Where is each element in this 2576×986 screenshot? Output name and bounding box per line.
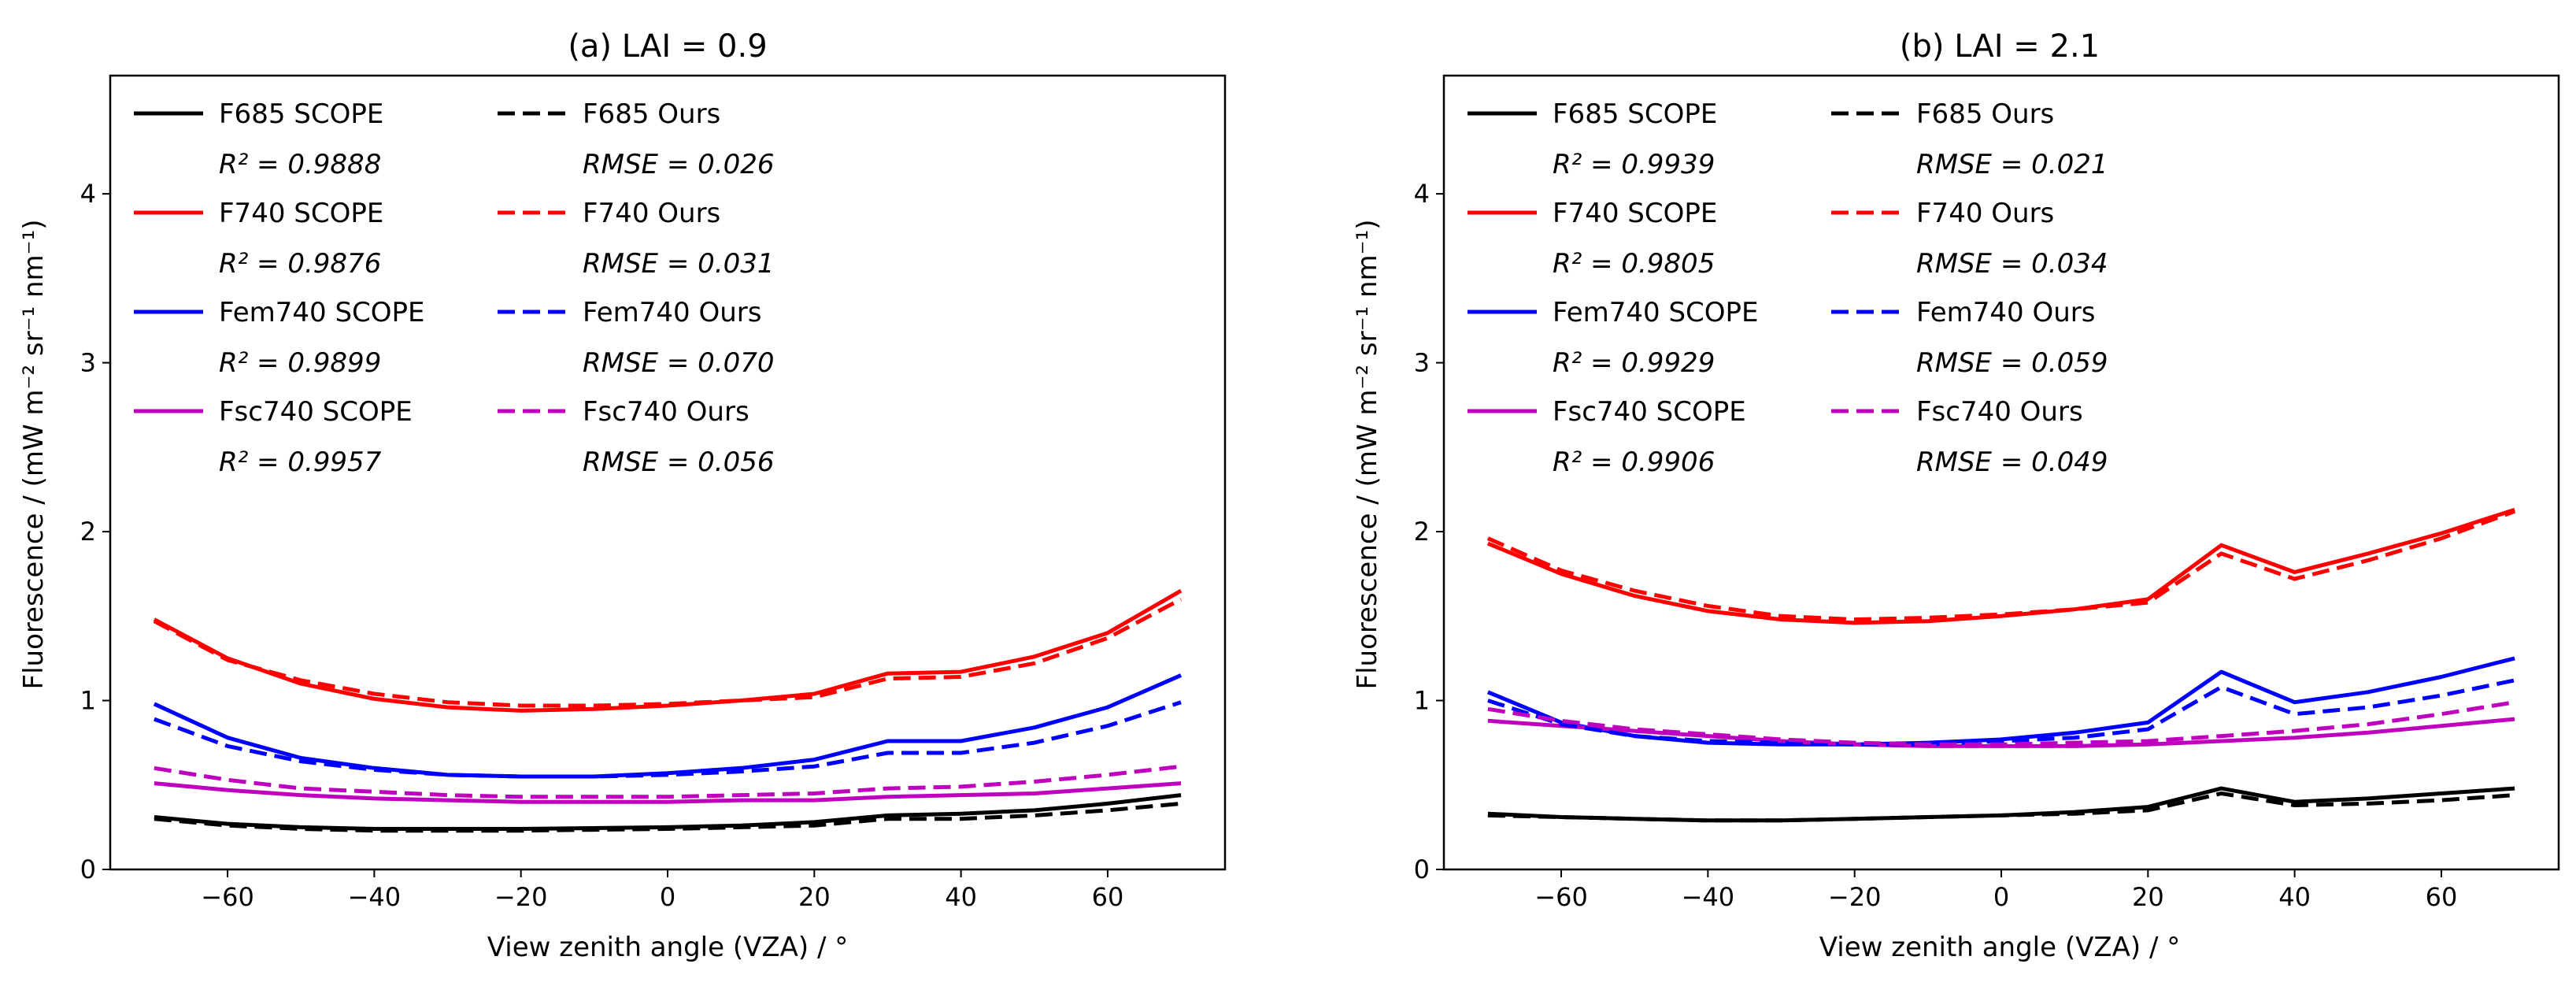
- panel-b-frame: [1442, 74, 2560, 871]
- x-tick-label: 0: [660, 882, 675, 912]
- y-tick-label: 4: [80, 179, 96, 209]
- legend-label: Fem740 SCOPE: [219, 297, 425, 328]
- legend-stat: R² = 0.9876: [219, 248, 381, 280]
- legend-label: Fem740 SCOPE: [1553, 297, 1759, 328]
- legend-label: F685 SCOPE: [219, 98, 383, 130]
- legend-label: F685 SCOPE: [1553, 98, 1717, 130]
- legend-stat: RMSE = 0.026: [583, 149, 774, 180]
- legend-stat: RMSE = 0.034: [1916, 248, 2108, 280]
- y-tick-label: 0: [1414, 854, 1430, 884]
- y-tick-label: 4: [1414, 179, 1430, 209]
- legend-label: F740 Ours: [583, 198, 720, 229]
- legend-label: F685 Ours: [1916, 98, 2054, 130]
- legend-label: Fsc740 SCOPE: [1553, 396, 1746, 428]
- series-line-fem740-ours: [1487, 678, 2515, 747]
- x-tick-label: 20: [2132, 882, 2164, 912]
- x-tick-label: 40: [945, 882, 977, 912]
- legend-label: F740 SCOPE: [219, 198, 383, 229]
- legend-stat: RMSE = 0.049: [1916, 447, 2108, 478]
- legend-stat: RMSE = 0.059: [1916, 347, 2108, 379]
- x-tick-label: 20: [798, 882, 831, 912]
- x-tick-label: 40: [2278, 882, 2311, 912]
- panel-a-frame: [109, 74, 1227, 871]
- panel-b-xlabel: View zenith angle (VZA) / °: [1819, 932, 2181, 963]
- legend-label: F740 SCOPE: [1553, 198, 1717, 229]
- panel-b-lines: [1486, 507, 2515, 823]
- y-tick-label: 2: [1414, 517, 1430, 547]
- legend-stat: R² = 0.9939: [1553, 149, 1715, 180]
- series-line-f740-scope: [153, 588, 1183, 713]
- legend-stat: R² = 0.9805: [1553, 248, 1715, 280]
- panel-b: (b) LAI = 2.1 View zenith angle (VZA) / …: [1352, 28, 2560, 963]
- series-line-f740-ours: [153, 597, 1183, 708]
- legend-label: F685 Ours: [583, 98, 720, 130]
- y-tick-label: 2: [80, 517, 96, 547]
- x-tick-label: −40: [1682, 882, 1735, 912]
- series-line-fsc740-scope: [154, 781, 1182, 804]
- panel-a: (a) LAI = 0.9 View zenith angle (VZA) / …: [18, 28, 1227, 963]
- panel-a-ylabel: Fluorescence / (mW m⁻² sr⁻¹ nm⁻¹): [18, 220, 50, 690]
- series-line-f740-ours: [1486, 509, 2515, 622]
- legend-stat: R² = 0.9888: [219, 149, 381, 180]
- legend-stat: RMSE = 0.070: [583, 347, 774, 379]
- legend-label: F740 Ours: [1916, 198, 2054, 229]
- legend-label: Fem740 Ours: [583, 297, 761, 328]
- y-tick-label: 3: [80, 348, 96, 378]
- legend-stat: RMSE = 0.021: [1916, 149, 2108, 180]
- panel-a-xlabel: View zenith angle (VZA) / °: [487, 932, 849, 963]
- x-tick-label: 60: [1092, 882, 1124, 912]
- series-line-f740-scope: [1486, 507, 2515, 625]
- series-line-fsc740-ours: [154, 764, 1182, 799]
- legend-label: Fem740 Ours: [1916, 297, 2095, 328]
- y-tick-label: 0: [80, 854, 96, 884]
- x-tick-label: −20: [494, 882, 548, 912]
- x-tick-label: −60: [201, 882, 254, 912]
- y-tick-label: 1: [1414, 686, 1430, 716]
- legend-stat: RMSE = 0.031: [583, 248, 774, 280]
- series-line-f685-ours: [154, 801, 1182, 833]
- panel-a-title: (a) LAI = 0.9: [568, 28, 767, 65]
- legend-label: Fsc740 Ours: [583, 396, 749, 428]
- legend-stat: R² = 0.9899: [219, 347, 381, 379]
- panel-a-legend: F685 SCOPE R² = 0.9888 F740 SCOPE R² = 0.98…: [134, 98, 774, 478]
- legend-stat: R² = 0.9929: [1553, 347, 1715, 379]
- x-tick-label: 60: [2426, 882, 2458, 912]
- panel-a-ticks: −60 −40 −20 0 20 40 60 0 1 2 3 4: [80, 179, 1124, 912]
- x-tick-label: −60: [1534, 882, 1588, 912]
- series-line-fem740-ours: [154, 700, 1182, 779]
- y-tick-label: 1: [80, 686, 96, 716]
- y-tick-label: 3: [1414, 348, 1430, 378]
- x-tick-label: −20: [1828, 882, 1882, 912]
- x-tick-label: −40: [348, 882, 402, 912]
- panel-b-title: (b) LAI = 2.1: [1900, 28, 2100, 65]
- series-line-fsc740-ours: [1487, 700, 2515, 747]
- legend-stat: R² = 0.9906: [1553, 447, 1715, 478]
- legend-stat: RMSE = 0.056: [583, 447, 774, 478]
- legend-label: Fsc740 Ours: [1916, 396, 2083, 428]
- panel-b-ticks: −60 −40 −20 0 20 40 60 0 1 2 3 4: [1414, 179, 2458, 912]
- legend-stat: R² = 0.9957: [219, 447, 382, 478]
- panel-b-legend: F685 SCOPE R² = 0.9939 F740 SCOPE R² = 0.98…: [1468, 98, 2108, 478]
- series-line-f685-ours: [1487, 791, 2515, 823]
- panel-b-ylabel: Fluorescence / (mW m⁻² sr⁻¹ nm⁻¹): [1352, 220, 1383, 690]
- panel-a-lines: [153, 588, 1183, 833]
- legend-label: Fsc740 SCOPE: [219, 396, 413, 428]
- x-tick-label: 0: [1993, 882, 2009, 912]
